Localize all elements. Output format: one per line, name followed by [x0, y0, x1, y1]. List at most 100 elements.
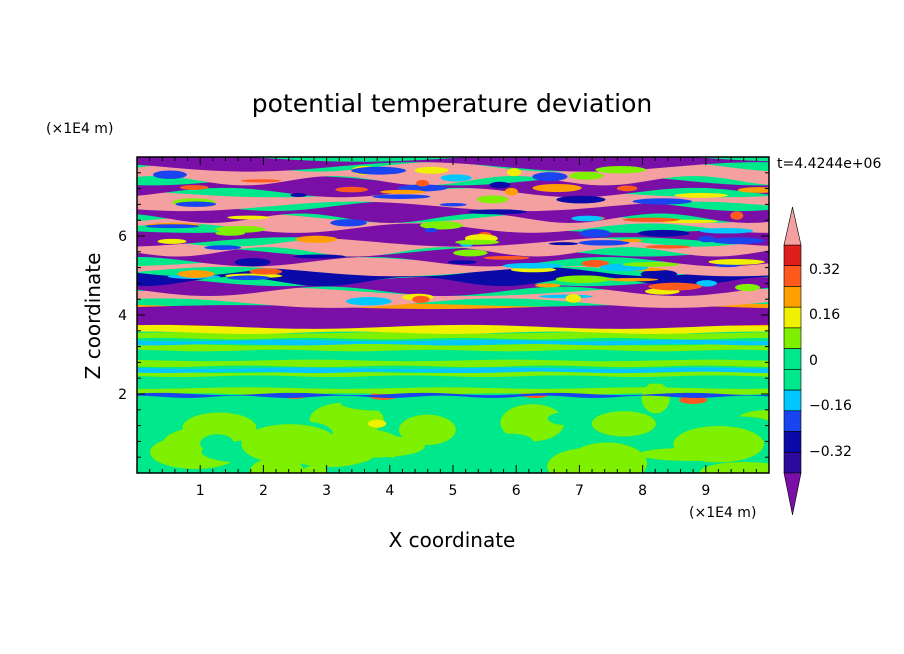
y-tick-label: 4 [118, 308, 127, 324]
mixing-streak [621, 238, 643, 242]
contour-field [137, 157, 769, 473]
contour-blob [641, 382, 670, 414]
mixing-streak [477, 195, 509, 204]
contour-blob [200, 434, 235, 453]
mixing-streak [453, 249, 488, 257]
upper-layer [137, 266, 769, 287]
mixing-streak [489, 181, 511, 189]
x-tick-label: 7 [575, 483, 584, 499]
contour-blob [241, 424, 339, 464]
upper-layer [137, 276, 769, 297]
stratified-stripe [137, 343, 769, 352]
y-tick-label: 6 [118, 229, 127, 245]
mixing-streak [595, 165, 646, 174]
x-axis-label: X coordinate [389, 528, 516, 552]
mixing-streak [240, 179, 282, 183]
mixing-streak [535, 283, 561, 288]
mixing-streak [351, 166, 407, 175]
colorbar-segment [783, 431, 802, 453]
mixing-streak [648, 282, 702, 291]
contour-blob [567, 442, 647, 473]
mixing-streak [616, 185, 638, 192]
colorbar-segment [783, 265, 802, 287]
chart-title: potential temperature deviation [252, 89, 652, 118]
stratified-stripe [137, 339, 769, 346]
contour-blob [464, 465, 510, 473]
mixing-streak [234, 258, 271, 267]
mixing-streak [416, 179, 429, 187]
mixing-streak [699, 228, 754, 234]
mixing-streak [579, 229, 611, 238]
mixing-streak [571, 215, 604, 222]
contour-blob [679, 395, 708, 404]
contour-blob [241, 396, 302, 414]
stratified-stripe [137, 367, 769, 374]
mixing-streak [330, 219, 367, 227]
contour-blob [699, 462, 769, 473]
mixing-streak [152, 170, 187, 179]
colorbar-segment [783, 348, 802, 370]
mixing-streak [730, 211, 744, 220]
mixing-streak [345, 297, 392, 306]
upper-layer [137, 201, 769, 223]
stratified-stripe [137, 392, 769, 398]
mixing-streak [708, 258, 765, 265]
colorbar-segment [783, 369, 802, 391]
mixing-streak [227, 215, 270, 220]
mixing-streak [606, 278, 659, 282]
contour-blob [321, 435, 425, 458]
mixing-streak [578, 240, 630, 246]
colorbar-tick-label: 0.16 [809, 307, 840, 323]
stratified-stripe [137, 377, 769, 385]
mixing-streak [468, 209, 528, 215]
mixing-streak [145, 224, 200, 229]
mixing-streak [397, 184, 448, 192]
y-unit-label: (×1E4 m) [46, 121, 113, 137]
upper-layer [137, 286, 769, 308]
colorbar: 0.32 0.16 0 −0.16 −0.32 [783, 206, 852, 516]
mixing-streak [227, 275, 270, 281]
mixing-streak [455, 239, 500, 245]
mixing-streak [502, 262, 563, 269]
contour-blob [500, 404, 565, 442]
mixing-streak [290, 193, 307, 198]
contour-blob [398, 414, 456, 445]
colorbar-segment [783, 327, 802, 349]
mixing-streak [532, 172, 568, 182]
mixing-streak [622, 217, 680, 222]
colorbar-tick-label: −0.32 [809, 444, 852, 460]
mixing-streak [204, 245, 242, 250]
colorbar-tick-label: −0.16 [809, 398, 852, 414]
x-tick-label: 2 [259, 483, 268, 499]
mixing-streak [447, 260, 477, 265]
mixing-streak [419, 221, 464, 230]
mixing-streak [175, 201, 217, 207]
mixing-streak [644, 245, 691, 249]
contour-blob [638, 447, 740, 461]
mixing-streak [372, 194, 431, 199]
x-tick-label: 3 [322, 483, 331, 499]
y-axis-label: Z coordinate [81, 253, 105, 380]
mixing-streak [439, 202, 467, 207]
contour-blob [340, 396, 429, 411]
y-tick-label: 2 [118, 387, 127, 403]
mixing-streak [424, 227, 438, 233]
x-tick-label: 9 [701, 483, 710, 499]
mixing-streak [412, 295, 430, 304]
stratified-stripe [137, 371, 769, 378]
mixing-streak [565, 294, 582, 303]
mixing-streak [335, 186, 368, 193]
mixing-streak [295, 235, 338, 243]
mixing-streak [293, 254, 346, 259]
x-axis: 1 2 3 4 5 6 7 8 9 [149, 157, 757, 499]
x-unit-label: (×1E4 m) [689, 505, 756, 521]
contour-blob [182, 412, 257, 443]
mixing-streak [440, 174, 472, 182]
mixing-streak [622, 262, 680, 267]
colorbar-min-arrow [783, 472, 802, 516]
contour-blob [368, 419, 387, 428]
contour-blob [547, 411, 586, 426]
mixing-streak [737, 187, 769, 193]
contour-blob [591, 411, 656, 437]
mixing-streak [710, 237, 765, 245]
